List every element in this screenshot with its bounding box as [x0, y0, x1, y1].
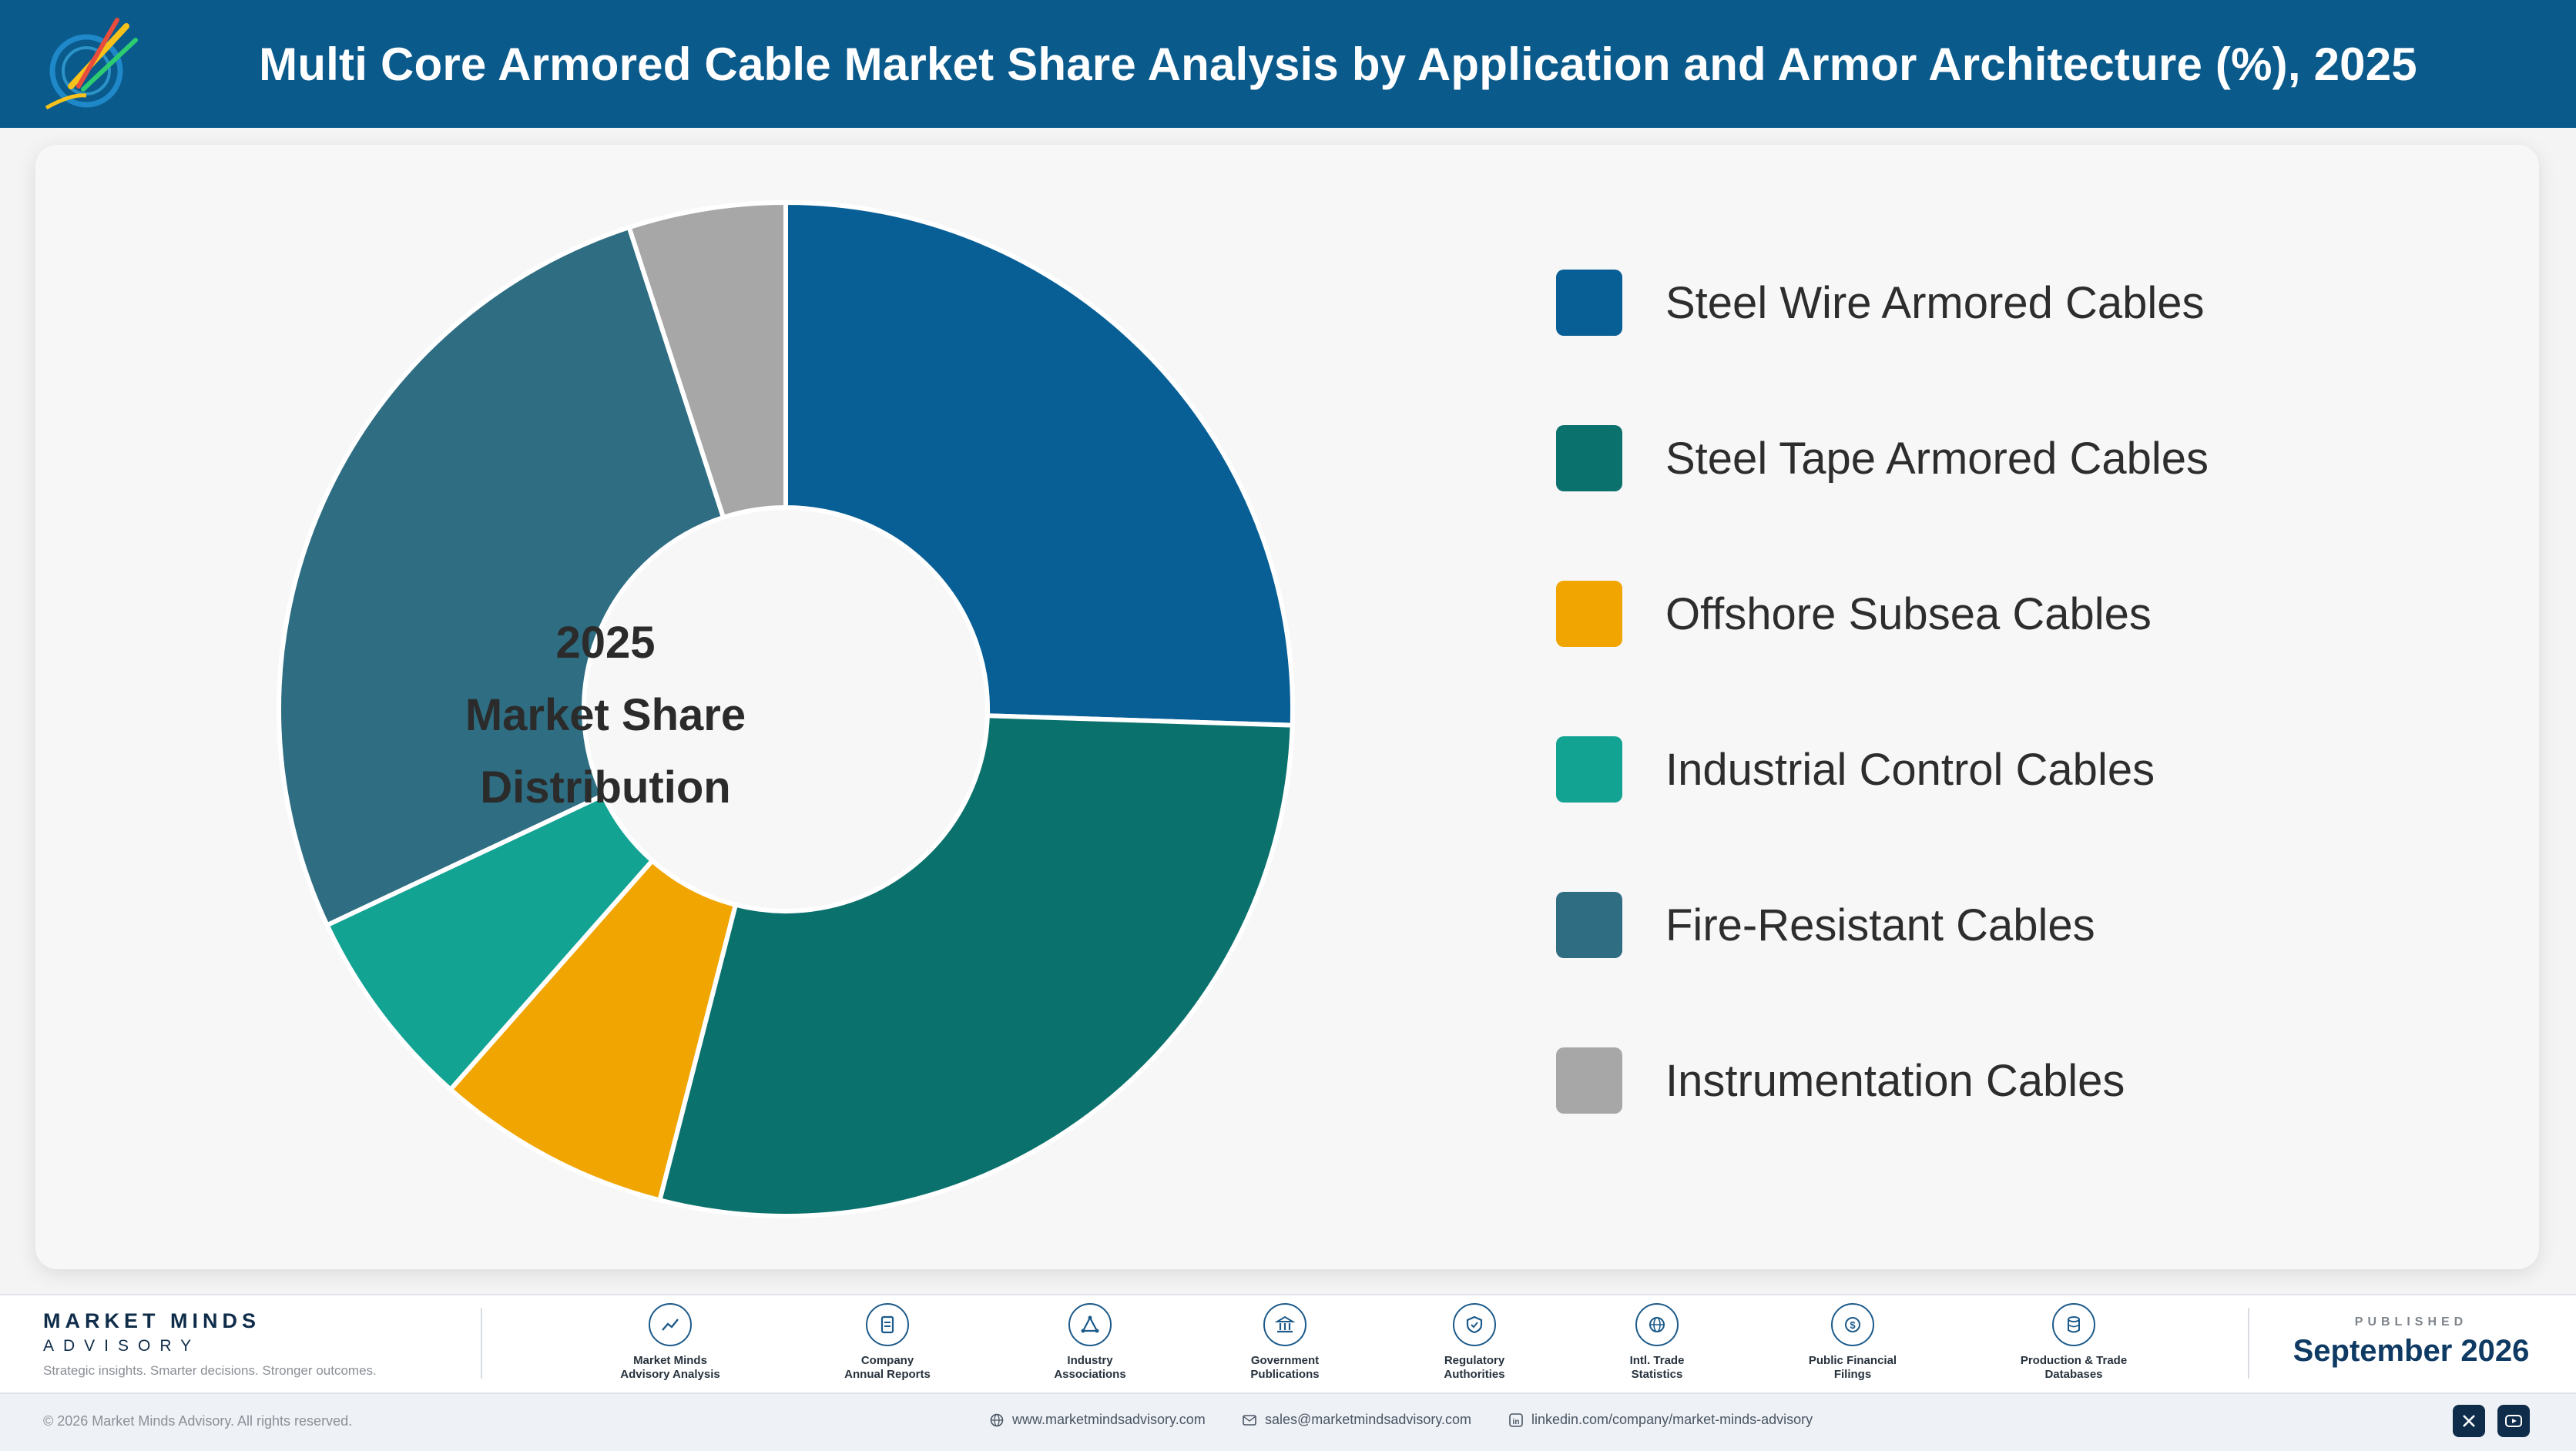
footer: MARKET MINDS ADVISORY Strategic insights… — [0, 1294, 2576, 1392]
published-label: PUBLISHED — [2354, 1315, 2468, 1329]
legend-item-offshore-subsea-cables: Offshore Subsea Cables — [1556, 579, 2403, 648]
svg-text:$: $ — [1850, 1319, 1856, 1331]
brand-name: MARKET MINDS — [43, 1309, 260, 1332]
globe-icon — [990, 1413, 1004, 1426]
legend-label: Instrumentation Cables — [1665, 1055, 2125, 1106]
source-annual-reports: Company Annual Reports — [787, 1303, 988, 1382]
legend-item-steel-tape-armored-cables: Steel Tape Armored Cables — [1556, 424, 2403, 493]
youtube-icon[interactable] — [2497, 1405, 2530, 1437]
source-market-minds: Market Minds Advisory Analysis — [570, 1303, 770, 1382]
chart-card: 2025 Market Share Distribution Steel Wir… — [35, 145, 2539, 1269]
pie-slice-steel-tape-armored-cables — [656, 713, 1295, 1218]
source-trade-statistics: Intl. Trade Statistics — [1557, 1303, 1757, 1382]
svg-text:in: in — [1513, 1418, 1520, 1426]
legend-label: Steel Tape Armored Cables — [1665, 433, 2209, 484]
page-title: Multi Core Armored Cable Market Share An… — [259, 38, 2417, 90]
source-industry-associations: Industry Associations — [990, 1303, 1190, 1382]
legend-swatch — [1556, 425, 1622, 491]
linkedin-link[interactable]: in linkedin.com/company/market-minds-adv… — [1508, 1412, 1813, 1428]
pie-slice-offshore-subsea-cables — [447, 857, 739, 1203]
legend-swatch — [1556, 270, 1622, 336]
center-label-year: 2025 — [555, 618, 656, 668]
source-production-databases: Production & Trade Databases — [1974, 1303, 2174, 1382]
pie-slice-steel-wire-armored-cables — [783, 199, 1296, 728]
header-bar: Multi Core Armored Cable Market Share An… — [0, 0, 2576, 128]
legend-label: Offshore Subsea Cables — [1665, 588, 2152, 639]
center-label-line2: Market Share — [465, 690, 746, 740]
legend-swatch — [1556, 581, 1622, 647]
legend-swatch — [1556, 892, 1622, 958]
source-regulatory-authorities: Regulatory Authorities — [1374, 1303, 1575, 1382]
legend-item-industrial-control-cables: Industrial Control Cables — [1556, 735, 2403, 804]
bottom-bar: © 2026 Market Minds Advisory. All rights… — [0, 1392, 2576, 1451]
legend-label: Steel Wire Armored Cables — [1665, 277, 2205, 328]
x-social-icon[interactable] — [2453, 1405, 2485, 1437]
pie-slice-industrial-control-cables — [324, 792, 656, 1093]
linkedin-icon: in — [1509, 1412, 1523, 1427]
legend-swatch — [1556, 1047, 1622, 1114]
center-label-line3: Distribution — [480, 762, 731, 813]
source-financial-filings: $ Public Financial Filings — [1753, 1303, 1953, 1382]
company-logo — [45, 18, 138, 110]
brand-subtitle: ADVISORY — [43, 1337, 201, 1355]
legend-item-fire-resistant-cables: Fire-Resistant Cables — [1556, 890, 2403, 960]
chart-line-icon — [649, 1303, 692, 1346]
network-icon — [1068, 1303, 1112, 1346]
legend-swatch — [1556, 736, 1622, 803]
copyright-text: © 2026 Market Minds Advisory. All rights… — [43, 1413, 353, 1429]
footer-divider — [481, 1308, 482, 1379]
shield-icon — [1453, 1303, 1496, 1346]
dollar-icon: $ — [1831, 1303, 1874, 1346]
database-icon — [2052, 1303, 2095, 1346]
donut-chart — [277, 199, 1296, 1218]
footer-divider-right — [2248, 1308, 2249, 1379]
brand-tagline: Strategic insights. Smarter decisions. S… — [43, 1363, 377, 1378]
legend-label: Fire-Resistant Cables — [1665, 900, 2095, 950]
building-icon — [1263, 1303, 1306, 1346]
pie-slice-fire-resistant-cables — [277, 224, 726, 929]
legend-label: Industrial Control Cables — [1665, 744, 2155, 795]
website-link[interactable]: www.marketmindsadvisory.com — [989, 1412, 1206, 1428]
document-icon — [866, 1303, 909, 1346]
donut-center-label: 2025 Market Share Distribution — [390, 607, 821, 824]
pie-slice-instrumentation-cables — [626, 199, 788, 521]
published-date: September 2026 — [2293, 1334, 2530, 1368]
legend-item-instrumentation-cables: Instrumentation Cables — [1556, 1046, 2403, 1115]
source-government-publications: Government Publications — [1185, 1303, 1385, 1382]
mail-icon — [1243, 1414, 1256, 1426]
globe-icon — [1635, 1303, 1679, 1346]
legend-item-steel-wire-armored-cables: Steel Wire Armored Cables — [1556, 268, 2403, 337]
email-link[interactable]: sales@marketmindsadvisory.com — [1242, 1412, 1471, 1428]
